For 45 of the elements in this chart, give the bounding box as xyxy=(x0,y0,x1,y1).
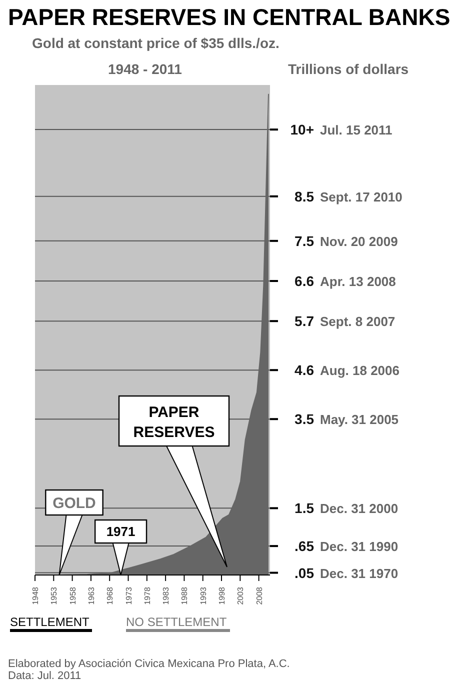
y-tick-label: 6.6 xyxy=(294,273,314,289)
x-tick-label: 1948 xyxy=(31,586,40,605)
text: SETTLEMENT xyxy=(10,615,92,632)
x-tick-label: 1963 xyxy=(86,586,96,605)
x-tick-label: 1998 xyxy=(218,586,227,605)
annotation: GOLD xyxy=(52,495,96,512)
x-tick-label: 2008 xyxy=(254,586,264,605)
x-tick-label: 1988 xyxy=(180,586,190,605)
y-tick-label: 7.5 xyxy=(294,232,314,249)
chart-subtitle: Gold at constant price of $35 dlls./oz. xyxy=(32,35,280,51)
text: Data: Jul. 2011 xyxy=(8,670,82,682)
y-tick-label: .05 xyxy=(294,564,314,581)
text: Sept. 17 2010 xyxy=(320,189,402,204)
y-axis-title: Trillions of dollars xyxy=(288,61,409,79)
y-tick-label: 1.5 xyxy=(294,500,314,516)
text: Sept. 8 2007 xyxy=(320,314,396,330)
y-tick-label: .65 xyxy=(294,538,314,554)
text: Apr. 13 2008 xyxy=(320,274,396,289)
x-tick-label: 1958 xyxy=(68,586,78,605)
text: Dec. 31 1970 xyxy=(320,566,398,581)
y-tick-label: 5.7 xyxy=(294,313,314,330)
text: Elaborated by Asociación Civica Mexicana Pro Plata, A.C. xyxy=(8,658,291,670)
annotation: PAPER RESERVES xyxy=(133,404,215,441)
text: NO SETTLEMENT xyxy=(126,615,230,632)
text: Dec. 31 1990 xyxy=(320,539,398,554)
y-tick-label: 10+ xyxy=(290,122,314,138)
x-tick-label: 2003 xyxy=(236,586,246,605)
x-tick-label: 1953 xyxy=(50,586,59,605)
text: Jul. 15 2011 xyxy=(320,122,392,138)
y-tick-label: 3.5 xyxy=(294,411,314,428)
callout: 1971 xyxy=(94,519,148,576)
annotation: 1971 xyxy=(106,524,136,539)
x-tick-label: 1978 xyxy=(142,586,152,605)
text: Nov. 20 2009 xyxy=(320,234,398,249)
chart-title: PAPER RESERVES IN CENTRAL BANKS xyxy=(8,4,452,31)
x-tick-label: 1983 xyxy=(162,586,171,605)
y-tick-label: 4.6 xyxy=(294,362,314,378)
text: 1948 - 2011 xyxy=(108,61,183,79)
x-tick-label: 1973 xyxy=(124,586,134,605)
text: May. 31 2005 xyxy=(320,412,399,428)
text: Dec. 31 2000 xyxy=(320,501,398,516)
x-tick-label: 1993 xyxy=(198,586,208,605)
x-tick-label: 1968 xyxy=(106,586,115,605)
text: Aug. 18 2006 xyxy=(320,363,400,378)
y-tick-label: 8.5 xyxy=(294,188,314,204)
